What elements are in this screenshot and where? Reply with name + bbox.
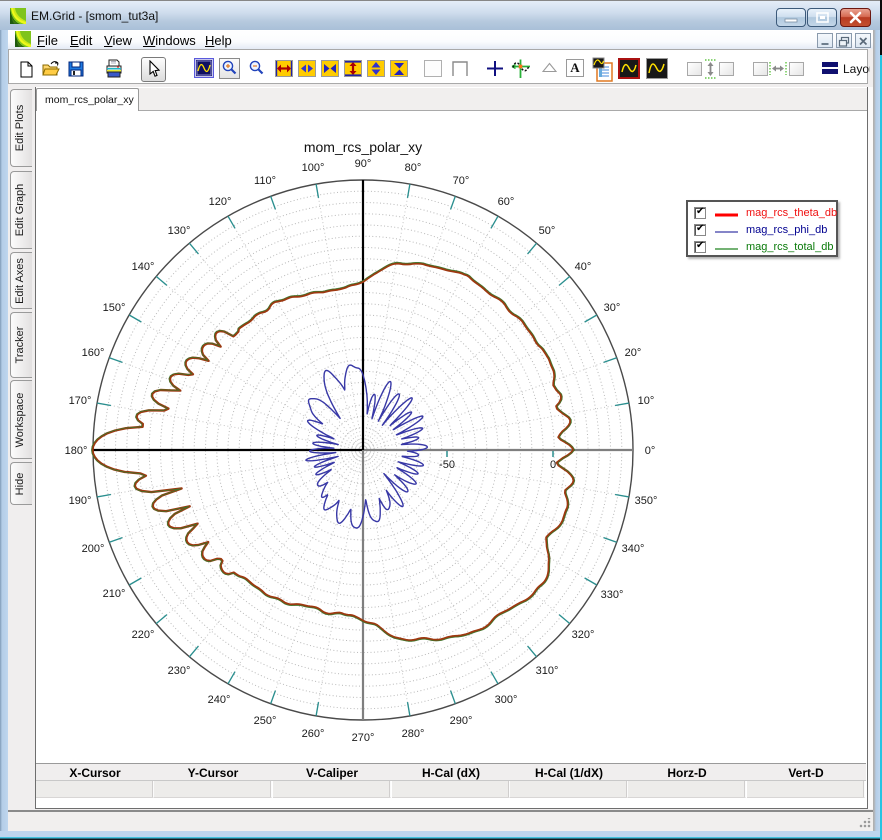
svg-text:-50: -50 — [439, 459, 455, 471]
svg-text:320°: 320° — [572, 629, 595, 641]
svg-text:150°: 150° — [103, 302, 126, 314]
svg-text:210°: 210° — [103, 588, 126, 600]
svg-text:10°: 10° — [638, 395, 655, 407]
svg-text:160°: 160° — [82, 347, 105, 359]
svg-text:120°: 120° — [209, 196, 232, 208]
svg-text:290°: 290° — [450, 715, 473, 727]
svg-text:100°: 100° — [302, 162, 325, 174]
svg-text:350°: 350° — [635, 495, 658, 507]
svg-text:80°: 80° — [405, 162, 422, 174]
svg-text:60°: 60° — [498, 196, 515, 208]
svg-text:0°: 0° — [645, 445, 656, 457]
svg-text:mom_rcs_polar_xy: mom_rcs_polar_xy — [304, 139, 422, 155]
svg-text:300°: 300° — [495, 694, 518, 706]
svg-text:220°: 220° — [132, 629, 155, 641]
svg-text:250°: 250° — [254, 715, 277, 727]
svg-text:190°: 190° — [69, 495, 92, 507]
svg-text:90°: 90° — [355, 158, 372, 170]
svg-text:0: 0 — [550, 459, 556, 471]
svg-text:280°: 280° — [402, 728, 425, 740]
svg-text:240°: 240° — [208, 694, 231, 706]
svg-text:50°: 50° — [539, 225, 556, 237]
svg-text:270°: 270° — [352, 732, 375, 744]
svg-text:70°: 70° — [453, 175, 470, 187]
svg-text:170°: 170° — [69, 395, 92, 407]
svg-text:30°: 30° — [604, 302, 621, 314]
svg-text:110°: 110° — [254, 175, 276, 187]
svg-text:180°: 180° — [65, 445, 88, 457]
svg-text:130°: 130° — [168, 225, 191, 237]
svg-text:260°: 260° — [302, 728, 325, 740]
svg-text:340°: 340° — [622, 543, 645, 555]
svg-text:310°: 310° — [536, 665, 559, 677]
svg-text:40°: 40° — [575, 261, 592, 273]
svg-text:330°: 330° — [601, 589, 624, 601]
svg-text:200°: 200° — [82, 543, 105, 555]
svg-text:20°: 20° — [625, 347, 642, 359]
svg-text:140°: 140° — [132, 261, 155, 273]
svg-text:230°: 230° — [168, 665, 191, 677]
